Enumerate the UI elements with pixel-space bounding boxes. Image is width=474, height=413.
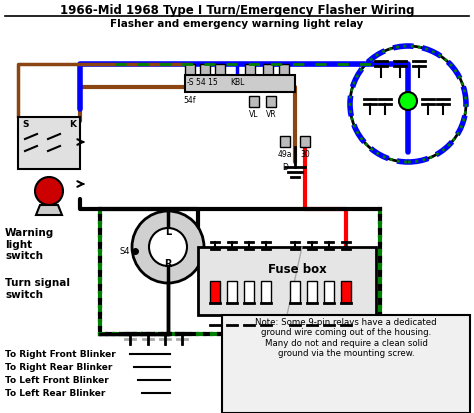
- Bar: [198, 247, 376, 315]
- Text: R: R: [164, 259, 172, 268]
- Text: To Left Rear Blinker: To Left Rear Blinker: [5, 389, 105, 398]
- Bar: [341, 281, 351, 303]
- Bar: [244, 281, 254, 303]
- Bar: [263, 65, 273, 76]
- Bar: [279, 65, 289, 76]
- Text: Warning
light
switch: Warning light switch: [5, 228, 54, 261]
- Bar: [266, 97, 276, 108]
- Bar: [280, 137, 290, 147]
- Text: 54f: 54f: [184, 96, 196, 105]
- Text: Note: Some 9-pin relays have a dedicated
ground wire coming out of the housing.
: Note: Some 9-pin relays have a dedicated…: [255, 317, 437, 357]
- Bar: [18, 118, 80, 170]
- Text: K: K: [69, 120, 76, 129]
- Circle shape: [350, 47, 466, 163]
- Text: Flasher and emergency warning light relay: Flasher and emergency warning light rela…: [110, 19, 364, 29]
- Bar: [222, 315, 470, 413]
- Circle shape: [35, 178, 63, 206]
- Bar: [324, 281, 334, 303]
- Bar: [185, 76, 295, 93]
- Text: 49a: 49a: [278, 150, 292, 159]
- Bar: [300, 137, 310, 147]
- Text: VR: VR: [266, 110, 276, 119]
- Text: -S: -S: [186, 78, 194, 87]
- Polygon shape: [36, 206, 62, 216]
- Bar: [200, 65, 210, 76]
- Bar: [215, 65, 225, 76]
- Text: 30: 30: [300, 150, 310, 159]
- Circle shape: [132, 211, 204, 283]
- Circle shape: [149, 228, 187, 266]
- Text: L: L: [165, 226, 171, 236]
- Bar: [245, 65, 255, 76]
- Text: Fuse box: Fuse box: [268, 262, 327, 275]
- Bar: [210, 281, 220, 303]
- Text: 54 15: 54 15: [196, 78, 218, 87]
- Text: KBL: KBL: [230, 78, 244, 87]
- Bar: [249, 97, 259, 108]
- Circle shape: [399, 93, 417, 111]
- Text: 1966-Mid 1968 Type I Turn/Emergency Flasher Wiring: 1966-Mid 1968 Type I Turn/Emergency Flas…: [60, 4, 414, 17]
- Text: S4: S4: [119, 247, 130, 256]
- Bar: [185, 65, 195, 76]
- Text: S: S: [22, 120, 28, 129]
- Bar: [307, 281, 317, 303]
- Text: To Right Rear Blinker: To Right Rear Blinker: [5, 363, 112, 372]
- Bar: [290, 281, 300, 303]
- Bar: [261, 281, 271, 303]
- Text: Turn signal
switch: Turn signal switch: [5, 277, 70, 299]
- Text: D: D: [282, 163, 288, 171]
- Text: To Left Front Blinker: To Left Front Blinker: [5, 375, 109, 385]
- Text: VL: VL: [249, 110, 259, 119]
- Bar: [227, 281, 237, 303]
- Text: To Right Front Blinker: To Right Front Blinker: [5, 350, 116, 358]
